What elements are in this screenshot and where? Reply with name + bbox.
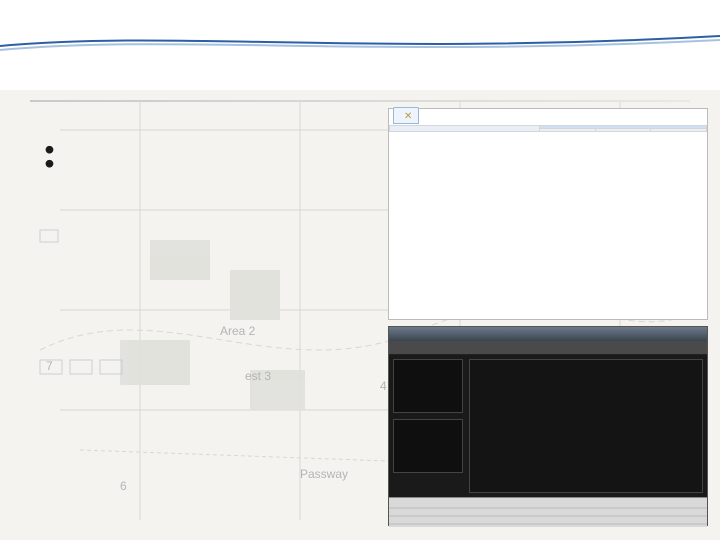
app-toolbar[interactable] (389, 341, 707, 355)
title-underline (30, 100, 690, 102)
thumbnail-matrix-1[interactable] (393, 359, 463, 413)
header-curve (0, 28, 720, 58)
svg-text:est 3: est 3 (245, 369, 271, 383)
svg-text:4: 4 (380, 379, 387, 393)
report-tab[interactable]: ✕ (393, 107, 419, 124)
analysis-app-window (388, 326, 708, 526)
svg-text:6: 6 (120, 479, 127, 493)
app-titlebar[interactable] (389, 327, 707, 341)
svg-text:7: 7 (46, 359, 53, 373)
col-attrition (651, 129, 707, 132)
col-type (390, 126, 540, 132)
svg-text:Area 2: Area 2 (220, 324, 256, 338)
app-data-grid[interactable] (389, 497, 707, 527)
svg-text:Passway: Passway (300, 467, 348, 481)
network-canvas[interactable] (469, 359, 703, 493)
app-body (389, 355, 707, 497)
col-original (540, 129, 596, 132)
slide-header (0, 0, 720, 48)
bullet-list (40, 135, 340, 149)
thumbnail-matrix-2[interactable] (393, 419, 463, 473)
attrition-report-panel: ✕ (388, 108, 708, 320)
col-current (595, 129, 651, 132)
attrition-table (389, 125, 707, 132)
slide: Area 2 est 3 Passway 1 4 6 7 (0, 0, 720, 540)
close-icon[interactable]: ✕ (404, 109, 412, 122)
